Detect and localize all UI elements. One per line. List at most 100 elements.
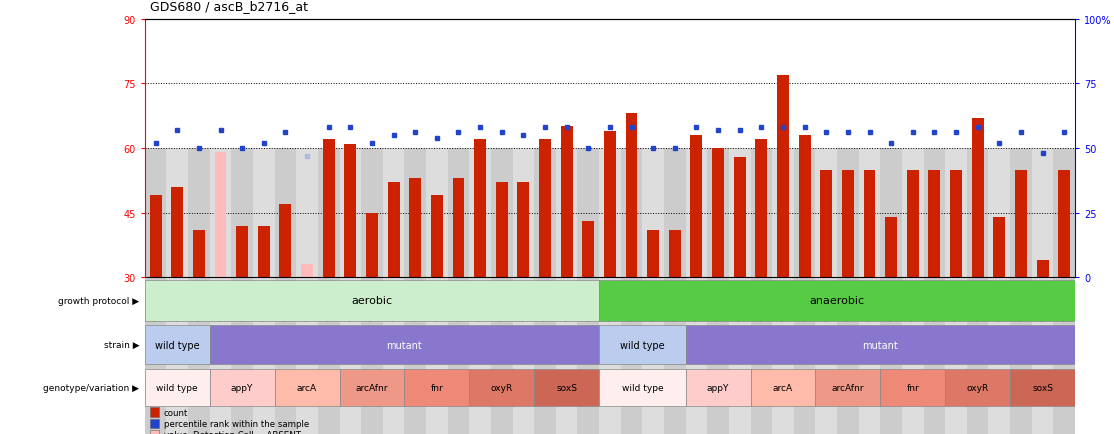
Bar — [691, 136, 703, 278]
Text: GDS680 / ascB_b2716_at: GDS680 / ascB_b2716_at — [150, 0, 309, 13]
FancyBboxPatch shape — [1010, 369, 1075, 406]
Text: strain ▶: strain ▶ — [104, 341, 139, 349]
Text: wild type: wild type — [155, 340, 199, 350]
Text: aerobic: aerobic — [351, 296, 392, 306]
Bar — [539, 140, 551, 278]
Text: wild type: wild type — [622, 383, 663, 392]
Bar — [815, 148, 837, 434]
Text: arcA: arcA — [773, 383, 793, 392]
Bar — [145, 148, 166, 434]
Bar — [193, 230, 205, 278]
Text: soxS: soxS — [1032, 383, 1053, 392]
Bar — [1054, 148, 1075, 434]
Bar — [668, 230, 681, 278]
FancyBboxPatch shape — [945, 369, 1010, 406]
Bar — [647, 230, 659, 278]
Bar — [664, 148, 685, 434]
FancyBboxPatch shape — [685, 369, 751, 406]
Bar — [257, 226, 270, 278]
Bar — [604, 132, 616, 278]
Text: mutant: mutant — [862, 340, 898, 350]
Bar — [859, 148, 880, 434]
Bar — [448, 148, 469, 434]
Bar — [880, 148, 902, 434]
Bar — [323, 140, 334, 278]
Bar — [475, 140, 486, 278]
Bar — [924, 148, 945, 434]
Bar — [988, 148, 1010, 434]
Text: arcAfnr: arcAfnr — [832, 383, 864, 392]
Bar — [707, 148, 729, 434]
Text: fnr: fnr — [907, 383, 919, 392]
FancyBboxPatch shape — [145, 326, 209, 365]
Text: arcA: arcA — [297, 383, 317, 392]
Bar — [404, 148, 426, 434]
FancyBboxPatch shape — [404, 369, 469, 406]
Bar — [556, 148, 577, 434]
FancyBboxPatch shape — [275, 369, 340, 406]
Bar — [517, 183, 529, 278]
Text: fnr: fnr — [430, 383, 443, 392]
Bar — [599, 148, 620, 434]
Text: arcAfnr: arcAfnr — [355, 383, 388, 392]
Text: oxyR: oxyR — [490, 383, 512, 392]
Bar — [577, 148, 599, 434]
FancyBboxPatch shape — [599, 369, 685, 406]
FancyBboxPatch shape — [145, 369, 209, 406]
Bar — [734, 157, 745, 278]
Bar — [1032, 148, 1054, 434]
Bar — [166, 148, 188, 434]
Bar — [712, 148, 724, 278]
Bar — [626, 114, 637, 278]
Text: appY: appY — [231, 383, 253, 392]
Bar — [967, 148, 988, 434]
Bar — [837, 148, 859, 434]
FancyBboxPatch shape — [209, 369, 275, 406]
Bar — [232, 148, 253, 434]
Bar — [820, 170, 832, 278]
Bar — [799, 136, 811, 278]
FancyBboxPatch shape — [535, 369, 599, 406]
Bar — [512, 148, 535, 434]
Bar — [643, 148, 664, 434]
FancyBboxPatch shape — [685, 326, 1075, 365]
Text: percentile rank within the sample: percentile rank within the sample — [164, 419, 309, 428]
FancyBboxPatch shape — [145, 280, 599, 321]
Bar — [560, 127, 573, 278]
FancyBboxPatch shape — [751, 369, 815, 406]
FancyBboxPatch shape — [340, 369, 404, 406]
Bar — [794, 148, 815, 434]
FancyBboxPatch shape — [815, 369, 880, 406]
Bar — [950, 170, 962, 278]
Bar — [344, 145, 356, 278]
Bar — [383, 148, 404, 434]
Bar — [388, 183, 400, 278]
Text: value, Detection Call = ABSENT: value, Detection Call = ABSENT — [164, 431, 301, 434]
Bar — [361, 148, 383, 434]
Bar — [236, 226, 248, 278]
Bar — [280, 204, 292, 278]
Bar — [1037, 260, 1048, 278]
Bar — [755, 140, 768, 278]
Bar — [778, 76, 789, 278]
Bar — [685, 148, 707, 434]
Bar — [431, 196, 442, 278]
Bar — [209, 148, 232, 434]
Bar — [863, 170, 876, 278]
Bar — [1058, 170, 1071, 278]
Bar — [902, 148, 924, 434]
Bar — [149, 196, 162, 278]
FancyBboxPatch shape — [469, 369, 535, 406]
Bar — [491, 148, 512, 434]
Bar — [751, 148, 772, 434]
Bar — [188, 148, 209, 434]
Bar — [275, 148, 296, 434]
Bar — [907, 170, 919, 278]
Text: wild type: wild type — [156, 383, 198, 392]
Bar — [971, 118, 984, 278]
Bar — [253, 148, 275, 434]
Bar — [1010, 148, 1032, 434]
Text: genotype/variation ▶: genotype/variation ▶ — [43, 383, 139, 392]
Bar — [340, 148, 361, 434]
Bar — [367, 213, 378, 278]
